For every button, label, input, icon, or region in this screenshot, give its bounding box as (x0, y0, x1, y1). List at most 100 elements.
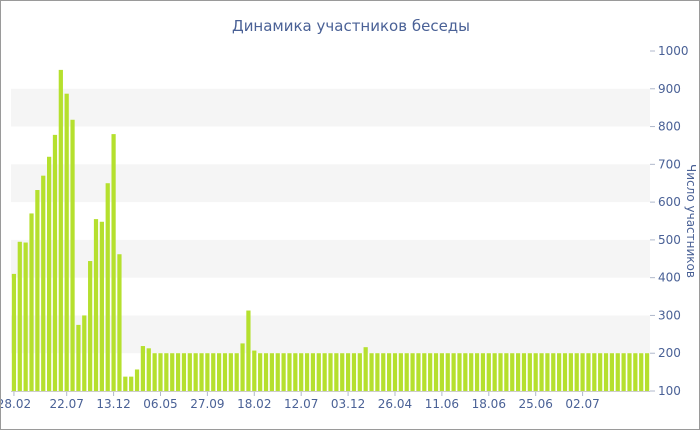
bar (35, 190, 40, 391)
bar (146, 348, 151, 391)
bar (187, 353, 192, 391)
x-tick-label: 22.07 (50, 397, 84, 411)
y-tick-label: 700 (658, 157, 681, 171)
bar (228, 353, 233, 391)
bar (498, 353, 503, 391)
bar (510, 353, 515, 391)
bar (93, 219, 99, 391)
bar (328, 353, 333, 391)
bar (58, 69, 63, 391)
bar (428, 353, 433, 391)
bar (562, 353, 568, 391)
bar (340, 353, 345, 391)
bar (527, 353, 532, 391)
bar (369, 353, 374, 391)
bar (433, 353, 439, 391)
bar (457, 353, 462, 391)
bar (123, 376, 128, 391)
bar (76, 324, 81, 391)
bar (269, 353, 274, 391)
bar (357, 353, 362, 391)
bar (310, 353, 316, 391)
bar (158, 353, 163, 391)
bar (586, 353, 591, 391)
bar (263, 353, 269, 391)
bar (234, 353, 239, 391)
bar (398, 353, 403, 391)
bar (322, 353, 327, 391)
x-tick-label: 27.09 (190, 397, 224, 411)
bar (521, 353, 527, 391)
bar (304, 353, 310, 391)
y-tick-label: 600 (658, 195, 681, 209)
bar (416, 353, 421, 391)
bar (105, 183, 110, 391)
x-tick-label: 06.05 (143, 397, 177, 411)
y-tick-label: 100 (658, 384, 681, 398)
bar (580, 353, 585, 391)
y-tick-label: 300 (658, 308, 681, 322)
bar (381, 353, 386, 391)
bar (64, 93, 69, 391)
bar (205, 353, 210, 391)
bar (345, 353, 351, 391)
chart-title: Динамика участников беседы (232, 17, 470, 35)
bar (41, 175, 46, 391)
bar (222, 353, 228, 391)
bar (287, 353, 292, 391)
bar (545, 353, 550, 391)
bar (627, 353, 632, 391)
grid-band (11, 164, 650, 203)
bar (23, 242, 28, 391)
bar (99, 221, 104, 391)
bar (193, 353, 198, 391)
bar (47, 156, 52, 391)
bar (615, 353, 620, 391)
bar (557, 353, 562, 391)
x-tick-label: 18.06 (472, 397, 506, 411)
bar (134, 369, 140, 391)
y-tick-label: 200 (658, 346, 681, 360)
bar (609, 353, 614, 391)
bar (334, 353, 339, 391)
x-tick-label: 25.06 (519, 397, 553, 411)
y-tick-label: 800 (658, 120, 681, 134)
bar (117, 254, 122, 391)
bar (515, 353, 521, 391)
bar (603, 353, 609, 391)
bar (422, 353, 427, 391)
bar (246, 310, 251, 391)
x-tick-label: 28.02 (1, 397, 31, 411)
bar (551, 353, 556, 391)
bar (29, 213, 34, 391)
bar (175, 353, 181, 391)
bar (217, 353, 222, 391)
bar (568, 353, 573, 391)
x-tick-label: 13.12 (96, 397, 130, 411)
bar (211, 353, 216, 391)
bar (258, 353, 263, 391)
bar (170, 353, 175, 391)
bars-group (11, 69, 650, 392)
bar (299, 353, 304, 391)
bar (592, 353, 597, 391)
bar (621, 353, 626, 391)
bar (281, 353, 286, 391)
bar (52, 134, 58, 391)
bar (363, 347, 368, 391)
bar (351, 353, 357, 391)
bar (633, 353, 638, 391)
bar (445, 353, 450, 391)
y-tick-label: 900 (658, 82, 681, 96)
bar (492, 353, 497, 391)
grid-band (11, 88, 650, 127)
bar (392, 353, 398, 391)
bar (316, 353, 321, 391)
bar (439, 353, 444, 391)
bar (486, 353, 491, 391)
bar (17, 241, 22, 391)
x-tick-label: 02.07 (565, 397, 599, 411)
bar (504, 353, 509, 391)
